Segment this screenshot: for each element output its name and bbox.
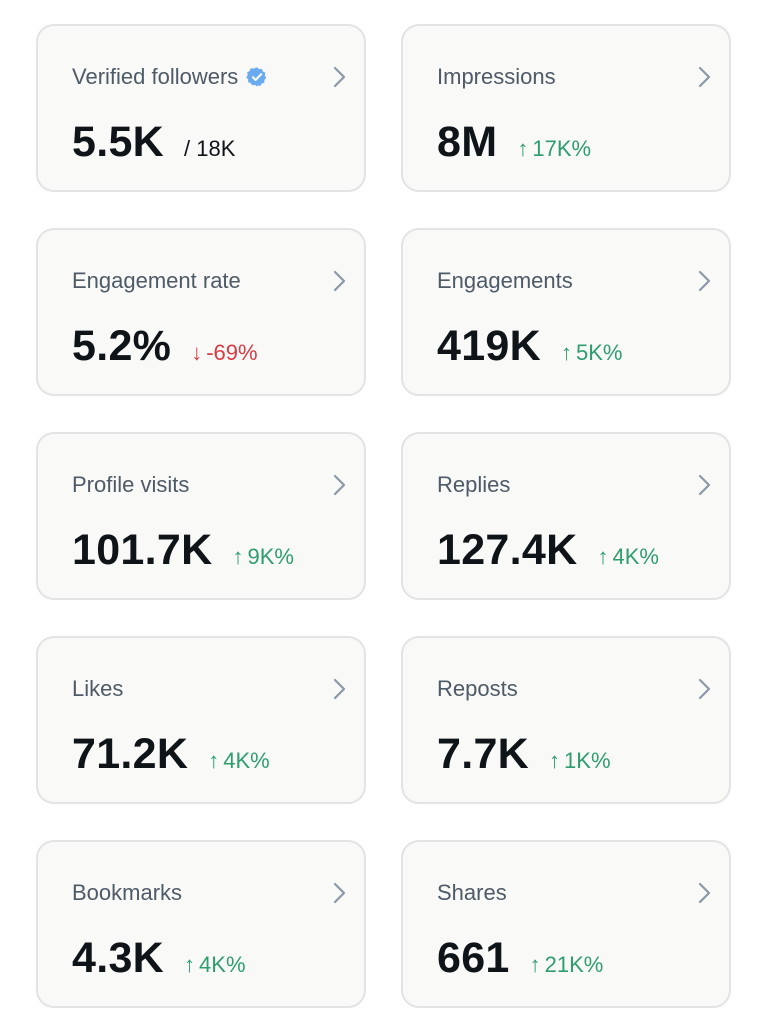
metric-card-engagements[interactable]: Engagements 419K ↑ 5K% (401, 228, 731, 396)
metric-card-replies[interactable]: Replies 127.4K ↑ 4K% (401, 432, 731, 600)
chevron-right-icon (698, 882, 711, 904)
metric-value-row: 661 ↑ 21K% (437, 934, 603, 983)
metric-change: ↓ -69% (191, 340, 257, 366)
metric-value: 8M (437, 118, 498, 166)
arrow-up-icon: ↑ (184, 952, 196, 977)
chevron-right-icon (698, 66, 711, 88)
metric-value: 4.3K (72, 934, 165, 982)
metric-card-engagement-rate[interactable]: Engagement rate 5.2% ↓ -69% (36, 228, 366, 396)
metric-value-row: 5.2% ↓ -69% (72, 322, 258, 371)
metric-title: Verified followers (72, 64, 239, 89)
metric-value-row: 5.5K / 18K (72, 118, 235, 167)
metric-change-value: 1K% (564, 748, 611, 773)
metric-change: ↑ 4K% (208, 748, 269, 774)
metric-value: 7.7K (437, 730, 530, 778)
metric-title-wrap: Likes (72, 676, 123, 702)
metric-title-wrap: Engagements (437, 268, 573, 294)
metric-card-shares[interactable]: Shares 661 ↑ 21K% (401, 840, 731, 1008)
metric-change-value: 9K% (247, 544, 294, 569)
arrow-up-icon: ↑ (517, 136, 529, 161)
metric-value: 101.7K (72, 526, 213, 574)
metric-value: 661 (437, 934, 510, 982)
metric-value-row: 127.4K ↑ 4K% (437, 526, 659, 575)
metric-value: 71.2K (72, 730, 189, 778)
arrow-up-icon: ↑ (549, 748, 561, 773)
metric-title-wrap: Impressions (437, 64, 556, 90)
arrow-down-icon: ↓ (191, 340, 203, 365)
metric-title: Likes (72, 676, 124, 701)
arrow-up-icon: ↑ (597, 544, 609, 569)
metric-change-value: 17K% (532, 136, 592, 161)
metric-change-value: 21K% (544, 952, 604, 977)
metric-change-value: 5K% (576, 340, 623, 365)
metric-change: ↑ 9K% (232, 544, 293, 570)
metric-title: Bookmarks (72, 880, 183, 905)
metric-value: 5.5K (72, 118, 165, 166)
metric-value: 5.2% (72, 322, 172, 370)
metric-change: ↑ 4K% (597, 544, 658, 570)
metric-title: Engagement rate (72, 268, 241, 293)
metric-title: Profile visits (72, 472, 190, 497)
metric-card-verified-followers[interactable]: Verified followers 5.5K / 18K (36, 24, 366, 192)
metric-title: Reposts (437, 676, 518, 701)
metric-title: Engagements (437, 268, 573, 293)
metric-title-wrap: Engagement rate (72, 268, 241, 294)
metric-change: ↑ 21K% (530, 952, 604, 978)
metric-title-wrap: Profile visits (72, 472, 189, 498)
metric-card-profile-visits[interactable]: Profile visits 101.7K ↑ 9K% (36, 432, 366, 600)
metric-value-row: 7.7K ↑ 1K% (437, 730, 611, 779)
arrow-up-icon: ↑ (561, 340, 572, 365)
metric-title: Replies (437, 472, 511, 497)
chevron-right-icon (698, 474, 711, 496)
metric-card-likes[interactable]: Likes 71.2K ↑ 4K% (36, 636, 366, 804)
metric-value: 419K (437, 322, 541, 370)
metric-change-value: -69% (206, 340, 258, 365)
chevron-right-icon (333, 270, 346, 292)
metric-title: Impressions (437, 64, 556, 89)
metric-value-row: 71.2K ↑ 4K% (72, 730, 270, 779)
metric-card-reposts[interactable]: Reposts 7.7K ↑ 1K% (401, 636, 731, 804)
metric-change-value: 4K% (612, 544, 659, 569)
metric-change-value: 4K% (223, 748, 270, 773)
metric-card-impressions[interactable]: Impressions 8M ↑ 17K% (401, 24, 731, 192)
metric-change: ↑ 5K% (561, 340, 622, 366)
metric-total: / 18K (184, 136, 236, 161)
metric-title-wrap: Bookmarks (72, 880, 182, 906)
chevron-right-icon (698, 270, 711, 292)
metric-change: ↑ 1K% (549, 748, 610, 774)
chevron-right-icon (333, 882, 346, 904)
metric-value: 127.4K (437, 526, 578, 574)
metric-title-wrap: Verified followers (72, 64, 268, 90)
metric-title-wrap: Replies (437, 472, 510, 498)
metric-change: ↑ 17K% (517, 136, 591, 162)
metric-value-row: 419K ↑ 5K% (437, 322, 622, 371)
arrow-up-icon: ↑ (232, 544, 244, 569)
chevron-right-icon (333, 474, 346, 496)
arrow-up-icon: ↑ (208, 748, 220, 773)
analytics-metrics-grid: Verified followers 5.5K / 18K Impression… (36, 24, 731, 1008)
metric-value-row: 4.3K ↑ 4K% (72, 934, 246, 983)
metric-title-wrap: Reposts (437, 676, 518, 702)
arrow-up-icon: ↑ (529, 952, 541, 977)
chevron-right-icon (333, 66, 346, 88)
metric-value-row: 8M ↑ 17K% (437, 118, 591, 167)
metric-change-value: 4K% (199, 952, 246, 977)
chevron-right-icon (333, 678, 346, 700)
metric-title: Shares (437, 880, 507, 905)
metric-title-wrap: Shares (437, 880, 507, 906)
metric-change: ↑ 4K% (184, 952, 245, 978)
chevron-right-icon (698, 678, 711, 700)
metric-value-row: 101.7K ↑ 9K% (72, 526, 294, 575)
verified-badge-icon (246, 67, 267, 87)
metric-card-bookmarks[interactable]: Bookmarks 4.3K ↑ 4K% (36, 840, 366, 1008)
